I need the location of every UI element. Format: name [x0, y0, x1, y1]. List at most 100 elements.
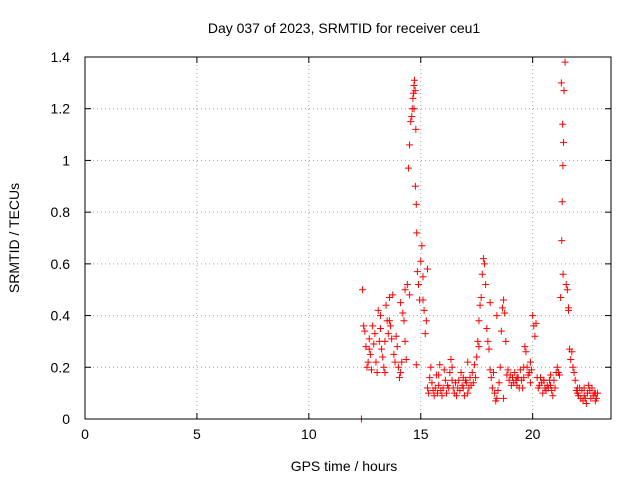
data-point [401, 337, 409, 345]
data-point [582, 399, 590, 407]
data-point [569, 363, 577, 371]
data-point [418, 242, 426, 250]
data-point [559, 120, 567, 128]
data-point [591, 389, 599, 397]
data-point [592, 394, 600, 402]
data-point [423, 265, 431, 273]
data-point [423, 384, 431, 392]
x-tick-label: 15 [413, 426, 429, 442]
data-point [359, 286, 367, 294]
data-point [404, 164, 412, 172]
data-point [388, 335, 396, 343]
data-point [457, 368, 465, 376]
data-point [573, 384, 581, 392]
data-point [435, 381, 443, 389]
data-point [528, 366, 536, 374]
data-point [365, 335, 373, 343]
data-point [464, 358, 472, 366]
data-points [357, 58, 602, 423]
data-point [453, 392, 461, 400]
data-point [455, 376, 463, 384]
data-point [511, 368, 519, 376]
data-point [551, 384, 559, 392]
x-tick-label: 20 [525, 426, 541, 442]
x-tick-label: 0 [81, 426, 89, 442]
plot-frame [84, 56, 612, 420]
data-point [479, 255, 487, 263]
data-point [446, 368, 454, 376]
data-point [448, 363, 456, 371]
data-point [560, 87, 568, 95]
data-point [428, 379, 436, 387]
data-point [400, 317, 408, 325]
data-point [567, 356, 575, 364]
data-point [373, 368, 381, 376]
data-point [557, 79, 565, 87]
data-point [385, 317, 393, 325]
data-point [368, 366, 376, 374]
chart-title: Day 037 of 2023, SRMTID for receiver ceu… [208, 20, 481, 36]
data-point [406, 291, 414, 299]
data-point [381, 368, 389, 376]
data-point [459, 374, 467, 382]
data-point [472, 374, 480, 382]
data-point [379, 353, 387, 361]
data-point [365, 345, 373, 353]
data-point [440, 366, 448, 374]
data-point [425, 389, 433, 397]
data-point [468, 368, 476, 376]
data-point [558, 237, 566, 245]
data-point [398, 358, 406, 366]
y-tick-labels: 0 0.2 0.4 0.6 0.8 1 1.2 1.4 [51, 49, 71, 427]
data-point [540, 376, 548, 384]
data-point [547, 371, 555, 379]
y-tick-label: 1.2 [51, 101, 71, 117]
data-point [495, 379, 503, 387]
data-point [520, 374, 528, 382]
data-point [397, 368, 405, 376]
data-point [394, 363, 402, 371]
y-tick-label: 0.6 [51, 256, 71, 272]
data-point [559, 270, 567, 278]
data-point [393, 343, 401, 351]
y-tick-label: 0.2 [51, 359, 71, 375]
data-point [378, 345, 386, 353]
data-point [478, 270, 486, 278]
data-point [401, 286, 409, 294]
data-point [382, 301, 390, 309]
data-point [420, 306, 428, 314]
data-point [426, 374, 434, 382]
data-point [360, 322, 368, 330]
axis-ticks [84, 56, 611, 420]
data-point [570, 368, 578, 376]
data-point [421, 330, 429, 338]
data-point [389, 291, 397, 299]
data-point [391, 358, 399, 366]
data-point [550, 376, 558, 384]
data-point [411, 182, 419, 190]
data-point [364, 358, 372, 366]
data-point [376, 312, 384, 320]
data-point [500, 296, 508, 304]
data-point [497, 327, 505, 335]
data-point [370, 340, 378, 348]
data-point [361, 327, 369, 335]
data-point [366, 350, 374, 358]
data-point [442, 389, 450, 397]
data-point [376, 325, 384, 332]
data-point [413, 268, 421, 276]
data-point [477, 293, 485, 301]
data-point [412, 125, 420, 133]
data-point [521, 343, 529, 351]
data-point [571, 376, 579, 384]
x-tick-label: 5 [193, 426, 201, 442]
data-point [402, 356, 410, 364]
data-point [493, 394, 501, 402]
data-point [529, 312, 537, 320]
data-point [415, 281, 423, 289]
y-tick-label: 1.4 [51, 49, 71, 65]
data-point [397, 299, 405, 307]
data-point [562, 281, 570, 289]
data-point [563, 286, 571, 294]
